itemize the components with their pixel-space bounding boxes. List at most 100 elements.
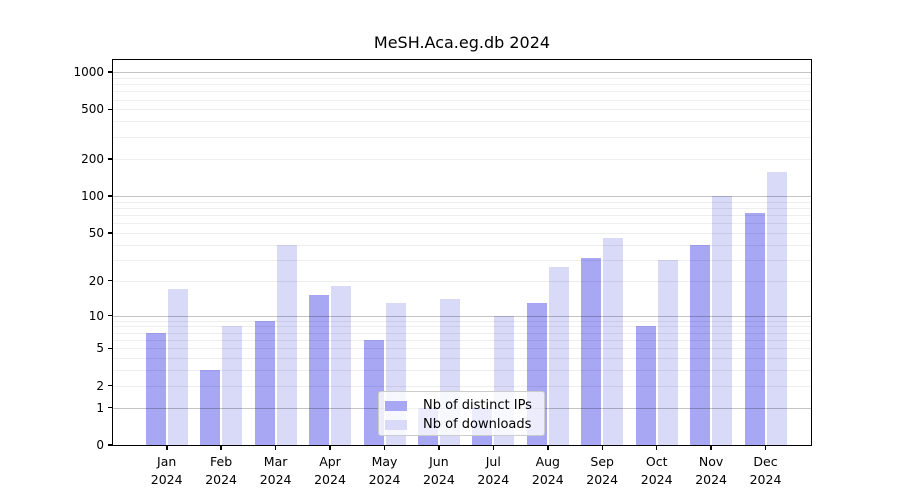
- y-tick-label: 500: [81, 102, 104, 117]
- y-tick-mark: [108, 384, 113, 387]
- y-tick-label: 200: [81, 151, 104, 166]
- bar-downloads-aug: [548, 267, 569, 445]
- bar-downloads-mar: [276, 244, 297, 445]
- gridline-minor: [113, 326, 811, 328]
- gridline-minor: [113, 223, 811, 225]
- bar-downloads-nov: [712, 195, 733, 445]
- y-tick-mark: [108, 314, 113, 317]
- bar-distinct-ips-nov: [690, 244, 711, 445]
- bar-downloads-feb: [222, 326, 243, 445]
- x-tick-label-dec: Dec 2024: [749, 454, 782, 488]
- bar-distinct-ips-apr: [309, 295, 329, 445]
- y-tick-label: 2: [96, 378, 104, 393]
- bar-downloads-jan: [167, 289, 188, 445]
- gridline-major: [113, 72, 811, 73]
- legend-row-distinct-ips: Nb of distinct IPs: [385, 396, 544, 415]
- y-tick-mark: [108, 444, 113, 446]
- y-tick-mark: [108, 406, 113, 409]
- gridline-minor: [113, 385, 811, 387]
- plot-area: 0 1 2 5 10 20 50 100 200 500 1000 Jan 2024 Feb 2024 M…: [73, 59, 812, 487]
- gridline-minor: [113, 77, 811, 79]
- legend-swatch-downloads: [385, 419, 407, 430]
- y-tick-label: 20: [88, 273, 104, 288]
- bar-downloads-dec: [766, 172, 787, 445]
- y-tick-mark: [108, 108, 113, 111]
- y-tick-mark: [108, 232, 113, 234]
- gridline-minor: [113, 332, 811, 334]
- gridline-minor: [113, 158, 811, 160]
- gridline-minor: [113, 201, 811, 203]
- x-tick-label-oct: Oct 2024: [640, 454, 673, 488]
- gridline-minor: [113, 320, 811, 322]
- legend-row-downloads: Nb of downloads: [385, 415, 544, 434]
- x-tick-mark: [655, 445, 658, 450]
- x-tick-label-apr: Apr 2024: [314, 454, 346, 488]
- x-tick-label-jan: Jan 2024: [150, 454, 183, 488]
- legend-label-distinct-ips: Nb of distinct IPs: [423, 398, 532, 413]
- bar-distinct-ips-jan: [145, 332, 166, 445]
- gridline-minor: [113, 280, 811, 282]
- gridline-minor: [113, 109, 811, 111]
- y-tick-mark: [108, 279, 113, 282]
- y-tick-mark: [108, 158, 113, 160]
- bar-distinct-ips-oct: [635, 326, 656, 445]
- x-tick-label-sep: Sep 2024: [586, 454, 619, 488]
- y-tick-label: 1: [96, 400, 104, 415]
- x-tick-mark: [492, 445, 495, 450]
- x-tick-mark: [274, 445, 277, 450]
- legend-label-downloads: Nb of downloads: [423, 417, 532, 432]
- x-tick-mark: [764, 445, 767, 450]
- x-tick-mark: [383, 445, 386, 450]
- gridline-minor: [113, 121, 811, 123]
- bar-downloads-sep: [603, 238, 624, 445]
- x-tick-label-may: May 2024: [368, 454, 401, 488]
- x-tick-mark: [166, 445, 168, 450]
- x-tick-mark: [601, 445, 603, 450]
- bar-distinct-ips-feb: [200, 370, 221, 445]
- x-tick-mark: [710, 445, 712, 450]
- gridline-minor: [113, 136, 811, 138]
- bar-downloads-oct: [657, 259, 678, 445]
- y-tick-label: 5: [96, 341, 104, 356]
- x-tick-mark: [547, 445, 549, 450]
- y-tick-mark: [108, 195, 113, 197]
- gridline-minor: [113, 244, 811, 246]
- x-tick-mark: [438, 445, 440, 450]
- gridline-minor: [113, 99, 811, 101]
- gridline-minor: [113, 207, 811, 209]
- y-tick-label: 10: [88, 308, 104, 323]
- gridline-minor: [113, 340, 811, 341]
- x-tick-label-jun: Jun 2024: [422, 454, 455, 488]
- x-tick-mark: [220, 445, 222, 450]
- x-tick-label-feb: Feb 2024: [205, 454, 237, 488]
- bar-downloads-apr: [331, 286, 351, 445]
- x-tick-label-jul: Jul 2024: [477, 454, 510, 488]
- bar-distinct-ips-sep: [581, 257, 602, 445]
- legend: Nb of distinct IPs Nb of downloads: [378, 391, 545, 436]
- x-tick-label-mar: Mar 2024: [259, 454, 292, 488]
- x-tick-label-nov: Nov 2024: [695, 454, 727, 488]
- y-tick-label: 0: [96, 438, 104, 452]
- bar-distinct-ips-dec: [744, 212, 765, 445]
- gridline-minor: [113, 214, 811, 216]
- chart-title: MeSH.Aca.eg.db 2024: [373, 33, 551, 52]
- x-tick-label-aug: Aug 2024: [531, 454, 564, 488]
- gridline-minor: [113, 348, 811, 350]
- gridline-major: [113, 195, 811, 197]
- gridline-minor: [113, 91, 811, 93]
- y-tick-label: 50: [88, 225, 104, 240]
- gridline-minor: [113, 259, 811, 261]
- gridline-minor: [113, 232, 811, 234]
- gridline-minor: [113, 370, 811, 372]
- gridline-minor: [113, 358, 811, 360]
- bar-distinct-ips-mar: [254, 320, 275, 445]
- legend-swatch-distinct-ips: [385, 400, 407, 411]
- y-tick-mark: [108, 347, 113, 349]
- y-tick-label: 100: [81, 188, 104, 203]
- gridline-minor: [113, 84, 811, 86]
- x-tick-mark: [329, 445, 331, 450]
- gridline-major: [113, 315, 811, 317]
- y-tick-mark: [108, 71, 113, 73]
- y-tick-label: 1000: [73, 65, 104, 79]
